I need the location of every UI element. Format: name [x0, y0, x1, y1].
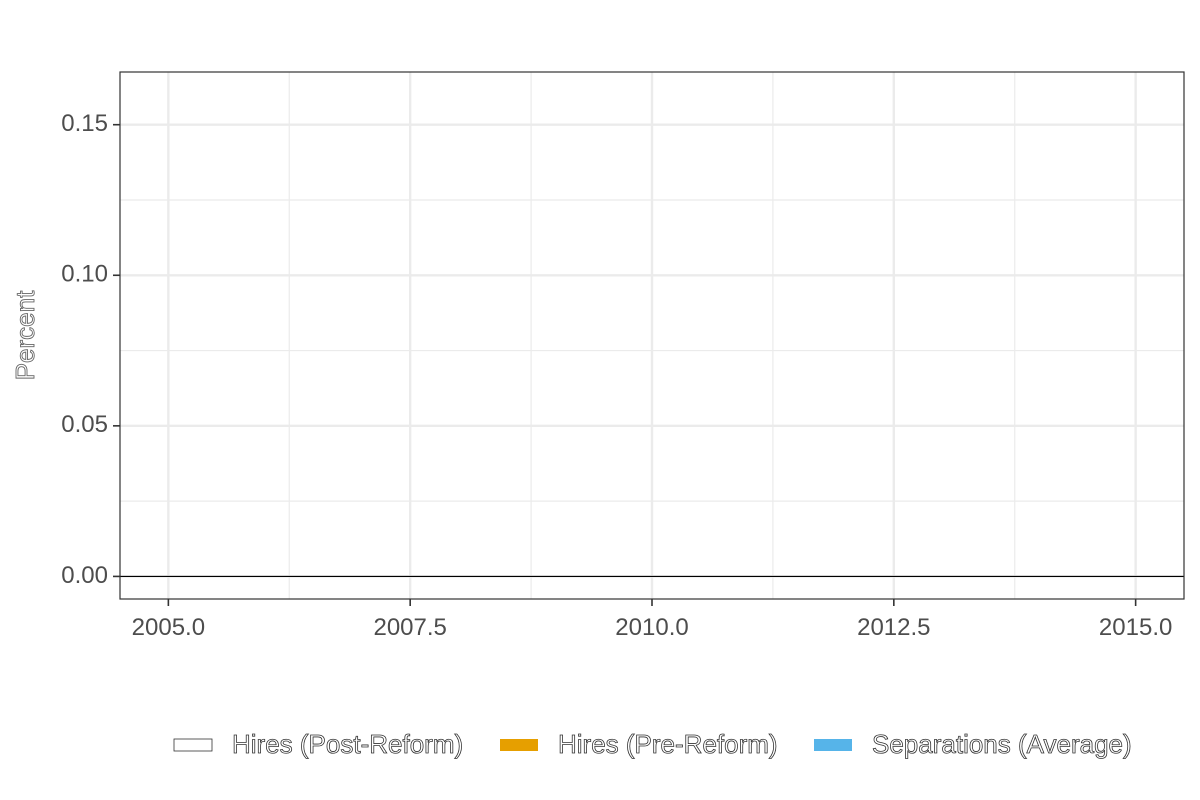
legend-label: Hires (Pre-Reform) — [558, 729, 778, 759]
y-axis: 0.00 0.05 0.10 0.15 — [61, 110, 120, 589]
legend: Hires (Post-Reform) Hires (Pre-Reform) Sep… — [173, 728, 1132, 759]
x-axis: 2005.0 2007.5 2010.0 2012.5 2015.0 — [132, 599, 1172, 641]
x-tick-label: 2015.0 — [1099, 614, 1172, 641]
y-tick-label: 0.10 — [61, 261, 108, 288]
y-axis-title: Percent — [10, 290, 40, 380]
x-tick-label: 2005.0 — [132, 614, 205, 641]
legend-key — [500, 739, 538, 751]
y-tick-label: 0.00 — [61, 562, 108, 589]
legend-label: Hires (Post-Reform) — [232, 729, 463, 759]
y-tick-label: 0.15 — [61, 110, 108, 137]
x-tick-label: 2012.5 — [857, 614, 930, 641]
legend-key — [173, 738, 213, 752]
x-tick-label: 2010.0 — [615, 614, 688, 641]
x-tick-label: 2007.5 — [373, 614, 446, 641]
y-tick-label: 0.05 — [61, 411, 108, 438]
legend-key — [814, 739, 852, 751]
legend-label: Separations (Average) — [872, 729, 1132, 759]
